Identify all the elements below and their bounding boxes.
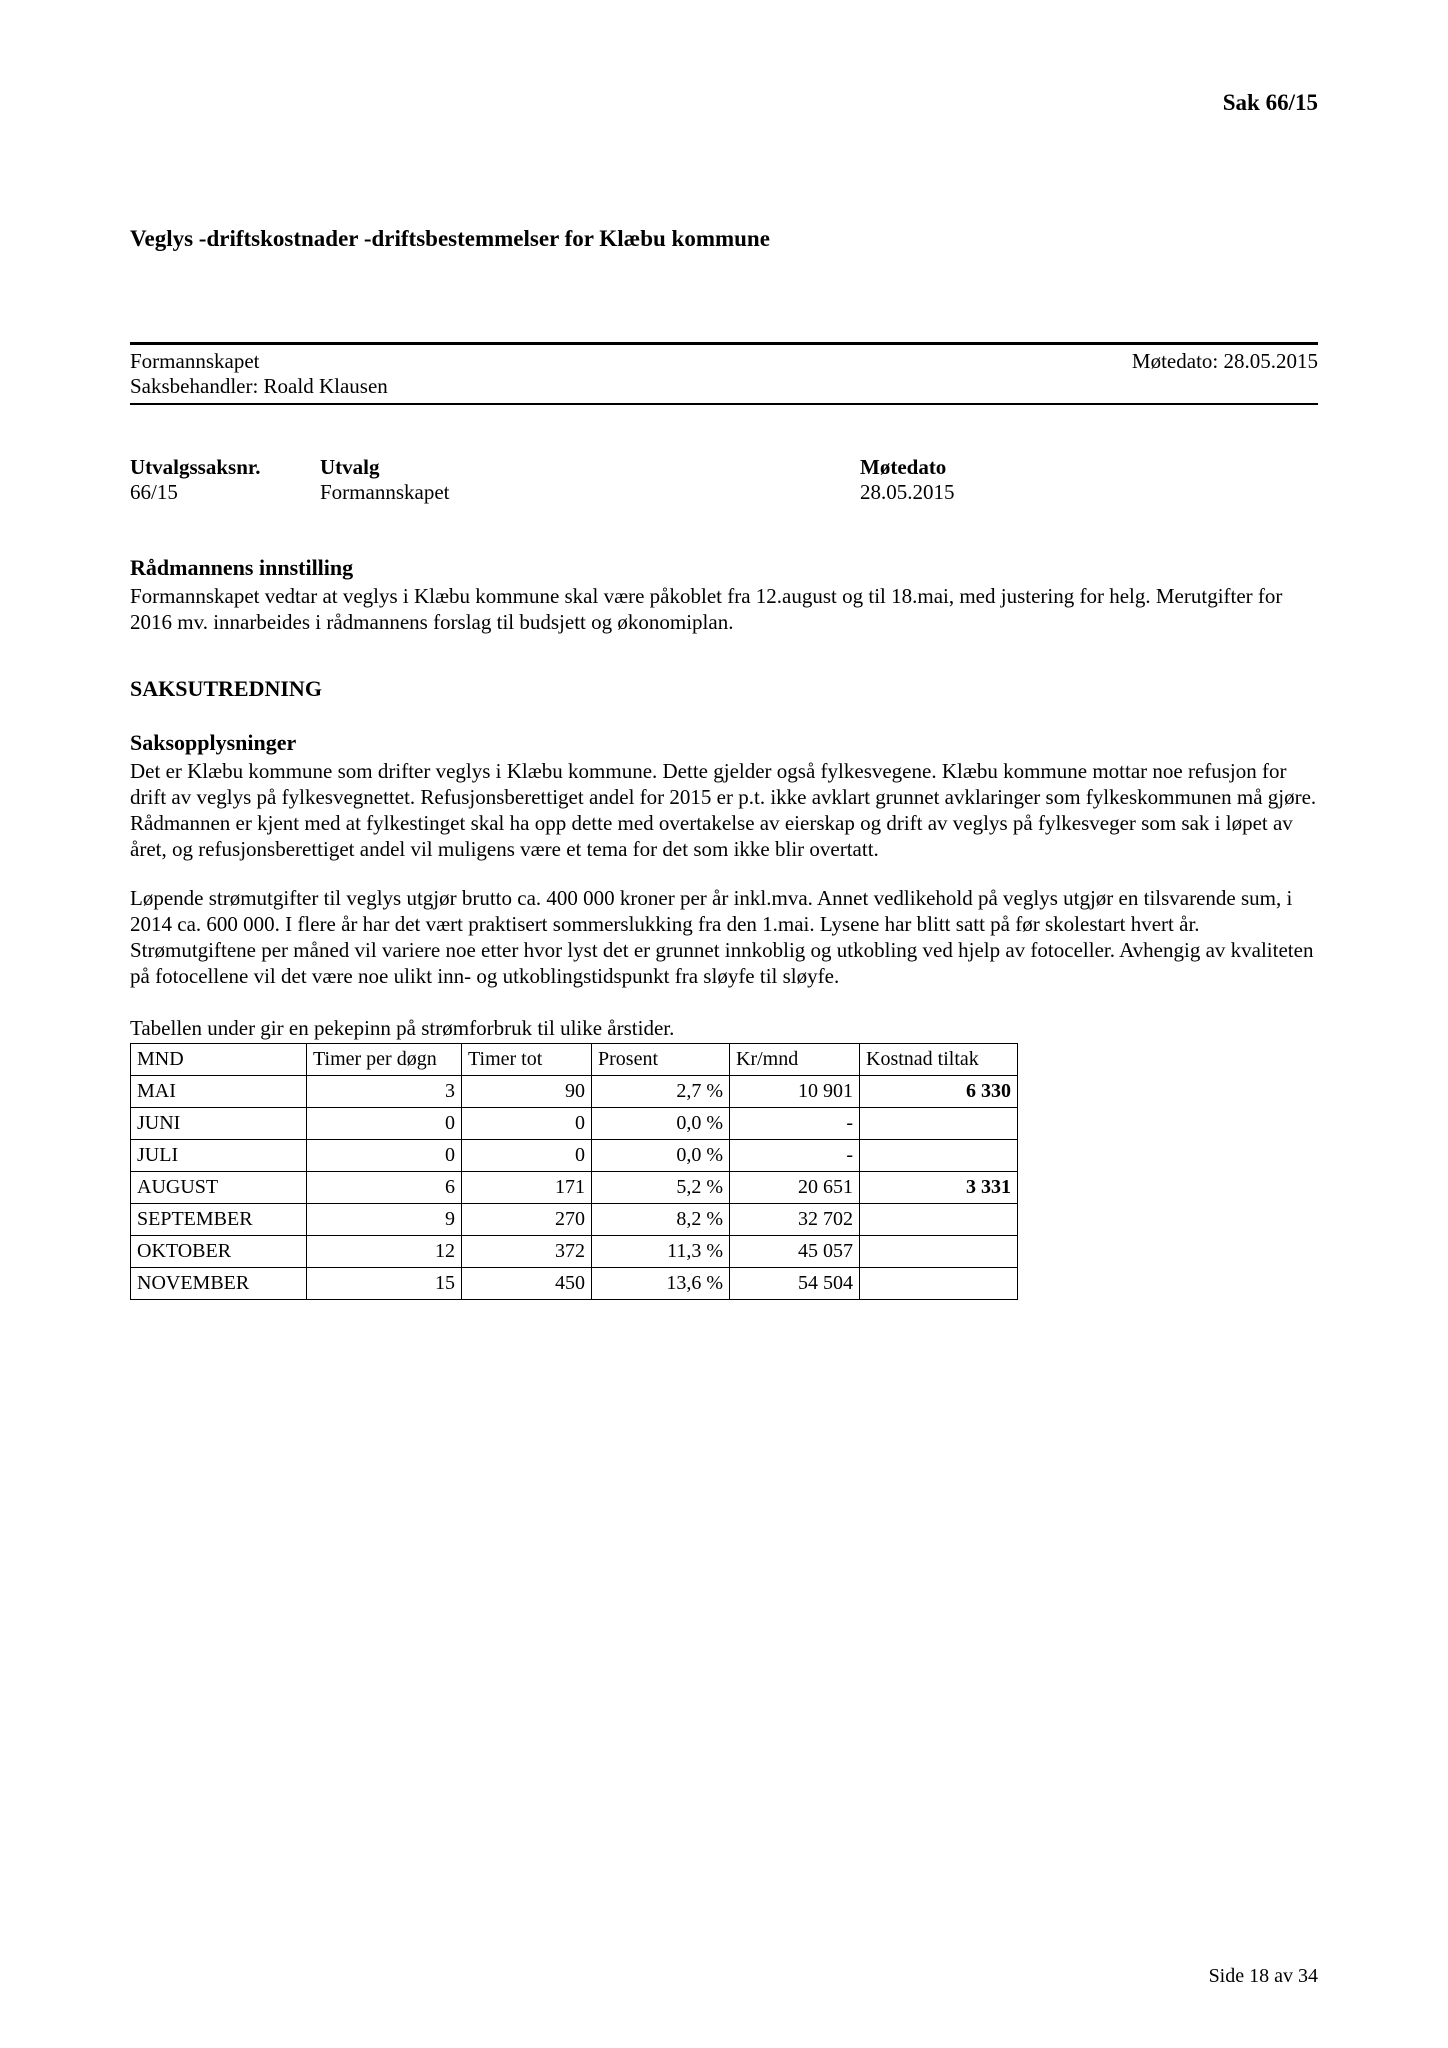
para-saksopplysninger-1: Det er Klæbu kommune som drifter veglys … xyxy=(130,758,1318,863)
table-row: NOVEMBER1545013,6 %54 504 xyxy=(131,1267,1018,1299)
table-cell: 13,6 % xyxy=(592,1267,730,1299)
table-cell: 8,2 % xyxy=(592,1203,730,1235)
table-cell: 54 504 xyxy=(730,1267,860,1299)
table-cell: 270 xyxy=(462,1203,592,1235)
heading-saksutredning: SAKSUTREDNING xyxy=(130,676,1318,702)
table-cell xyxy=(860,1139,1018,1171)
th-timer-tot: Timer tot xyxy=(462,1043,592,1075)
th-kostnad-tiltak: Kostnad tiltak xyxy=(860,1043,1018,1075)
table-cell: - xyxy=(730,1107,860,1139)
header-motedato: Møtedato xyxy=(860,455,1318,480)
table-cell: - xyxy=(730,1139,860,1171)
table-header-row: MND Timer per døgn Timer tot Prosent Kr/… xyxy=(131,1043,1018,1075)
table-cell: OKTOBER xyxy=(131,1235,307,1267)
table-cell: 0 xyxy=(462,1107,592,1139)
table-cell: 5,2 % xyxy=(592,1171,730,1203)
table-cell: 0,0 % xyxy=(592,1107,730,1139)
table-cell: 3 331 xyxy=(860,1171,1018,1203)
table-cell: 32 702 xyxy=(730,1203,860,1235)
table-cell xyxy=(860,1235,1018,1267)
heading-innstilling: Rådmannens innstilling xyxy=(130,555,1318,581)
cell-utvalg: Formannskapet xyxy=(320,480,860,505)
table-cell: 450 xyxy=(462,1267,592,1299)
case-handler: Saksbehandler: Roald Klausen xyxy=(130,374,1318,399)
table-cell: 171 xyxy=(462,1171,592,1203)
table-cell: 9 xyxy=(307,1203,462,1235)
th-timer-per-dogn: Timer per døgn xyxy=(307,1043,462,1075)
table-cell: JULI xyxy=(131,1139,307,1171)
table-cell: 2,7 % xyxy=(592,1075,730,1107)
document-title: Veglys -driftskostnader -driftsbestemmel… xyxy=(130,226,1318,252)
th-mnd: MND xyxy=(131,1043,307,1075)
table-cell: 0 xyxy=(307,1107,462,1139)
table-cell xyxy=(860,1107,1018,1139)
table-cell: 0 xyxy=(307,1139,462,1171)
table-cell: 11,3 % xyxy=(592,1235,730,1267)
table-cell xyxy=(860,1203,1018,1235)
para-saksopplysninger-2: Løpende strømutgifter til veglys utgjør … xyxy=(130,885,1318,990)
table-cell: AUGUST xyxy=(131,1171,307,1203)
table-cell: 0 xyxy=(462,1139,592,1171)
table-row: JULI000,0 %- xyxy=(131,1139,1018,1171)
table-cell: NOVEMBER xyxy=(131,1267,307,1299)
table-cell: JUNI xyxy=(131,1107,307,1139)
para-innstilling: Formannskapet vedtar at veglys i Klæbu k… xyxy=(130,583,1318,636)
table-cell: 15 xyxy=(307,1267,462,1299)
table-cell: 6 xyxy=(307,1171,462,1203)
table-cell: 90 xyxy=(462,1075,592,1107)
power-usage-table: MND Timer per døgn Timer tot Prosent Kr/… xyxy=(130,1043,1018,1300)
table-cell: 20 651 xyxy=(730,1171,860,1203)
table-intro: Tabellen under gir en pekepinn på strømf… xyxy=(130,1016,1318,1041)
table-cell: SEPTEMBER xyxy=(131,1203,307,1235)
table-cell: 10 901 xyxy=(730,1075,860,1107)
table-row: SEPTEMBER92708,2 %32 702 xyxy=(131,1203,1018,1235)
table-cell: MAI xyxy=(131,1075,307,1107)
table-row: JUNI000,0 %- xyxy=(131,1107,1018,1139)
cell-motedato: 28.05.2015 xyxy=(860,480,1318,505)
header-utvalg: Utvalg xyxy=(320,455,860,480)
table-cell: 0,0 % xyxy=(592,1139,730,1171)
case-table-header: Utvalgssaksnr. Utvalg Møtedato xyxy=(130,455,1318,480)
table-cell xyxy=(860,1267,1018,1299)
page-footer: Side 18 av 34 xyxy=(1209,1965,1318,1988)
table-cell: 12 xyxy=(307,1235,462,1267)
header-utvalgssaksnr: Utvalgssaksnr. xyxy=(130,455,320,480)
table-cell: 372 xyxy=(462,1235,592,1267)
heading-saksopplysninger: Saksopplysninger xyxy=(130,730,1318,756)
table-row: AUGUST61715,2 %20 6513 331 xyxy=(131,1171,1018,1203)
table-cell: 45 057 xyxy=(730,1235,860,1267)
table-row: OKTOBER1237211,3 %45 057 xyxy=(131,1235,1018,1267)
table-row: MAI3902,7 %10 9016 330 xyxy=(131,1075,1018,1107)
table-cell: 6 330 xyxy=(860,1075,1018,1107)
meta-block: Formannskapet Møtedato: 28.05.2015 Saksb… xyxy=(130,342,1318,405)
committee-name: Formannskapet xyxy=(130,349,259,374)
cell-utvalgssaksnr: 66/15 xyxy=(130,480,320,505)
th-prosent: Prosent xyxy=(592,1043,730,1075)
meeting-date: Møtedato: 28.05.2015 xyxy=(1132,349,1318,374)
case-table-row: 66/15 Formannskapet 28.05.2015 xyxy=(130,480,1318,505)
table-cell: 3 xyxy=(307,1075,462,1107)
case-number: Sak 66/15 xyxy=(130,90,1318,116)
th-kr-mnd: Kr/mnd xyxy=(730,1043,860,1075)
